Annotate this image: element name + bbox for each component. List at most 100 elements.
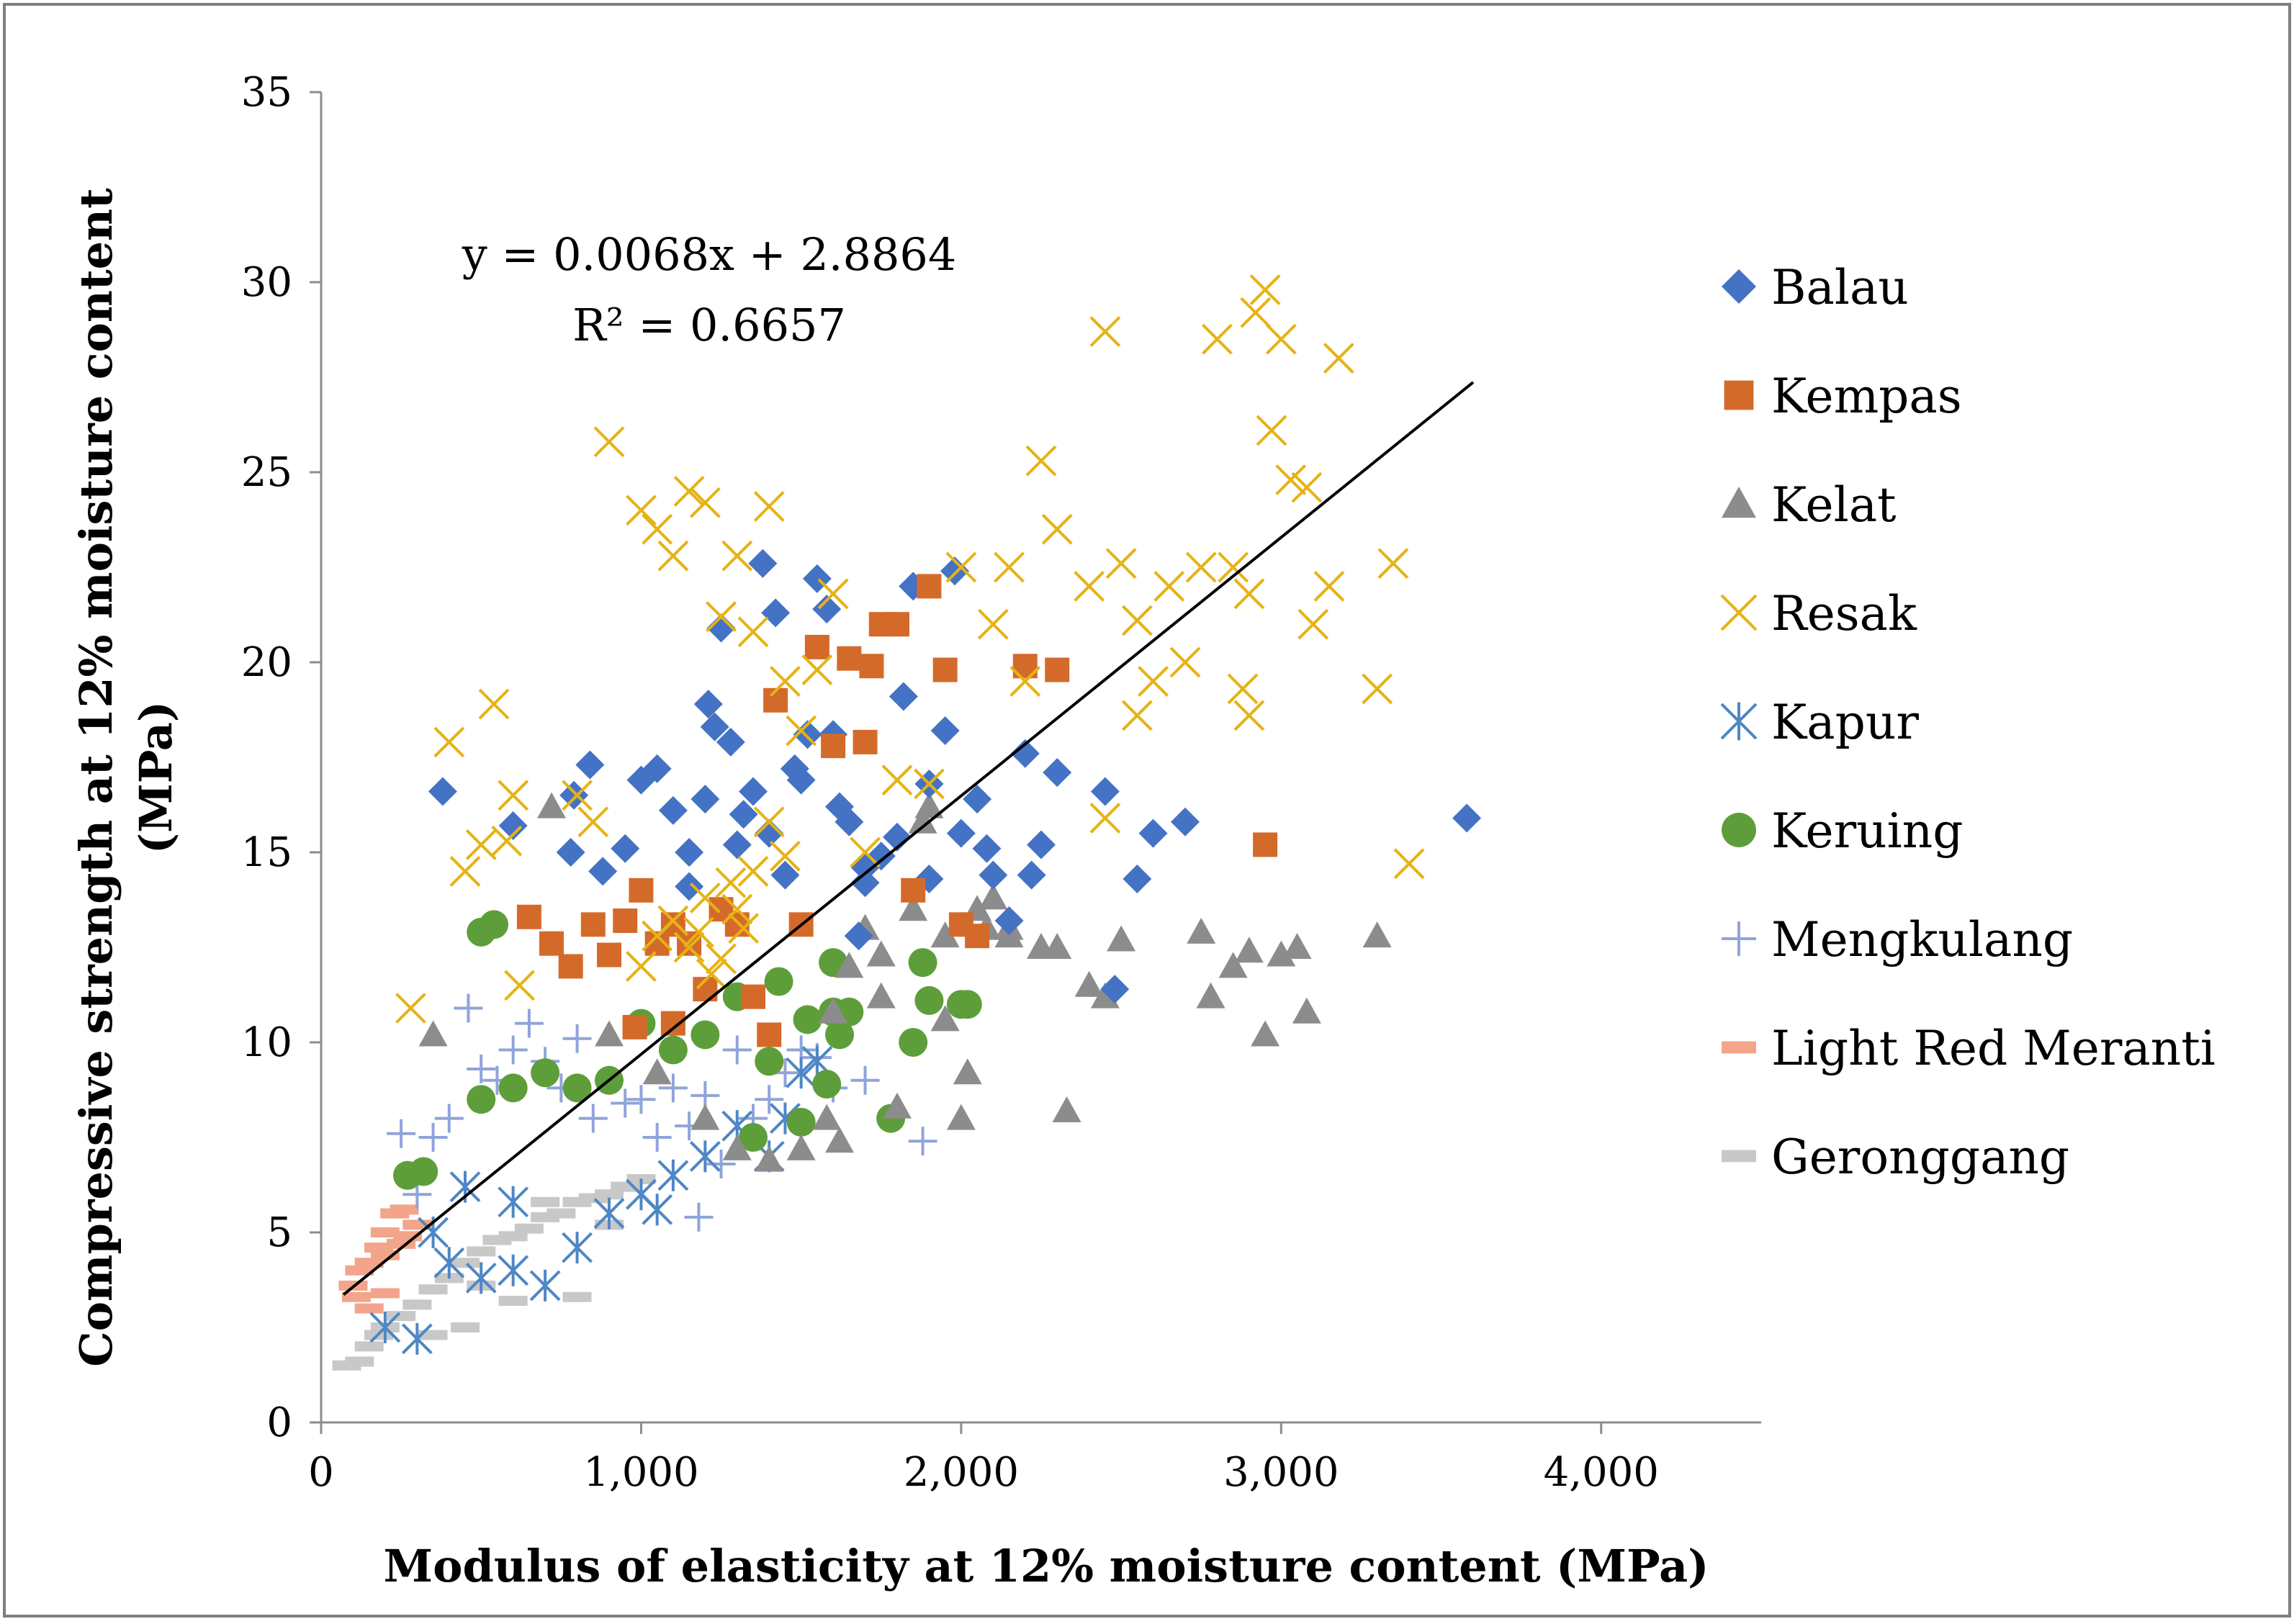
kempas-point	[597, 942, 621, 967]
kapur-point	[593, 1197, 625, 1230]
resak-point	[753, 806, 785, 838]
resak-point	[1202, 323, 1233, 355]
keruing-point	[755, 1047, 784, 1076]
chart-border	[3, 3, 2291, 1618]
x-tick-label: 3,000	[1223, 1449, 1339, 1496]
resak-point	[395, 993, 426, 1024]
y-tick-label: 35	[241, 69, 292, 116]
resak-point	[1233, 700, 1265, 731]
resak-point	[1291, 472, 1323, 503]
resak-point	[1074, 570, 1105, 602]
light-red-meranti-point	[354, 1258, 384, 1268]
x-tick-label: 2,000	[904, 1449, 1019, 1496]
balau-point	[611, 834, 640, 863]
balau-point	[866, 842, 896, 871]
resak-point	[1275, 464, 1307, 495]
y-axis-title-line1: Compressive strength at 12% moisture con…	[70, 188, 122, 1367]
resak-point	[1138, 665, 1169, 697]
resak-point	[562, 780, 593, 811]
light-red-meranti-point	[345, 1265, 374, 1276]
resak-point	[770, 840, 801, 872]
legend-marker-resak	[1720, 594, 1758, 631]
resak-point	[626, 950, 657, 982]
keruing-point	[658, 1035, 688, 1065]
resak-point	[449, 855, 481, 887]
resak-point	[850, 836, 881, 868]
resak-point	[786, 715, 817, 746]
resak-point	[689, 487, 721, 518]
keruing-point	[825, 1020, 854, 1050]
kelat-point	[1043, 933, 1072, 959]
kempas-point	[613, 908, 638, 934]
kapur-point	[465, 1262, 497, 1294]
mengkulang-point	[434, 1104, 464, 1133]
legend-label-keruing: Keruing	[1771, 803, 1964, 859]
resak-point	[1249, 274, 1281, 305]
resak-point	[1313, 570, 1345, 602]
resak-point	[1105, 548, 1137, 579]
balau-point	[940, 556, 969, 586]
kelat-point	[1187, 917, 1216, 944]
kelat-point	[786, 1134, 816, 1160]
geronggang-point	[546, 1208, 576, 1219]
kapur-point	[562, 1232, 593, 1264]
resak-point	[914, 768, 945, 800]
kelat-point	[1196, 982, 1225, 1009]
mengkulang-point	[454, 993, 483, 1023]
geronggang-point	[451, 1322, 480, 1332]
resak-point	[1025, 445, 1057, 477]
kelat-point	[908, 807, 937, 834]
resak-point	[696, 958, 727, 990]
legend-label-kelat: Kelat	[1771, 477, 1897, 533]
kelat-point	[537, 792, 566, 818]
resak-point	[737, 855, 769, 887]
kelat-point	[812, 1104, 842, 1130]
resak-point	[1089, 316, 1121, 348]
light-red-meranti-point	[390, 1204, 419, 1215]
resak-point	[478, 688, 510, 720]
mengkulang-point	[498, 1035, 528, 1065]
kelat-point	[1362, 921, 1392, 948]
kapur-point	[433, 1247, 465, 1279]
balau-point	[850, 868, 880, 898]
resak-point	[706, 601, 737, 633]
balau-point	[642, 754, 672, 783]
keruing-point	[953, 990, 982, 1019]
resak-point	[715, 867, 747, 898]
balau-point	[748, 549, 778, 578]
trendline-equation: y = 0.0068x + 2.8864	[462, 228, 957, 281]
balau-point	[1171, 807, 1200, 836]
keruing-point	[812, 1070, 842, 1099]
resak-point	[994, 551, 1025, 583]
mengkulang-point	[514, 1009, 544, 1038]
axes	[310, 91, 1761, 1434]
resak-point	[770, 665, 801, 697]
kapur-point	[401, 1322, 433, 1355]
balau-point	[729, 800, 758, 829]
geronggang-point	[467, 1246, 496, 1257]
balau-point	[428, 777, 457, 806]
kelat-point	[1282, 933, 1312, 959]
resak-point	[753, 491, 785, 522]
mengkulang-point	[562, 1024, 592, 1053]
x-tick-label: 0	[308, 1449, 334, 1496]
resak-point	[1153, 570, 1185, 602]
kempas-point	[629, 878, 654, 903]
light-red-meranti-point	[341, 1291, 371, 1302]
balau-point	[1090, 777, 1120, 806]
keruing-point	[786, 1107, 816, 1137]
mengkulang-point	[642, 1123, 672, 1152]
balau-point	[1010, 739, 1040, 768]
mengkulang-point	[578, 1104, 608, 1133]
balau-point	[1452, 803, 1482, 833]
kapur-point	[689, 1140, 721, 1173]
resak-point	[1256, 415, 1287, 446]
balau-point	[889, 682, 918, 711]
balau-point	[835, 807, 864, 836]
kelat-point	[691, 1104, 720, 1130]
legend-label-light-red-meranti: Light Red Meranti	[1771, 1021, 2216, 1076]
mengkulang-point	[626, 1085, 656, 1114]
keruing-point	[793, 1005, 822, 1034]
kapur-point	[786, 1057, 817, 1089]
